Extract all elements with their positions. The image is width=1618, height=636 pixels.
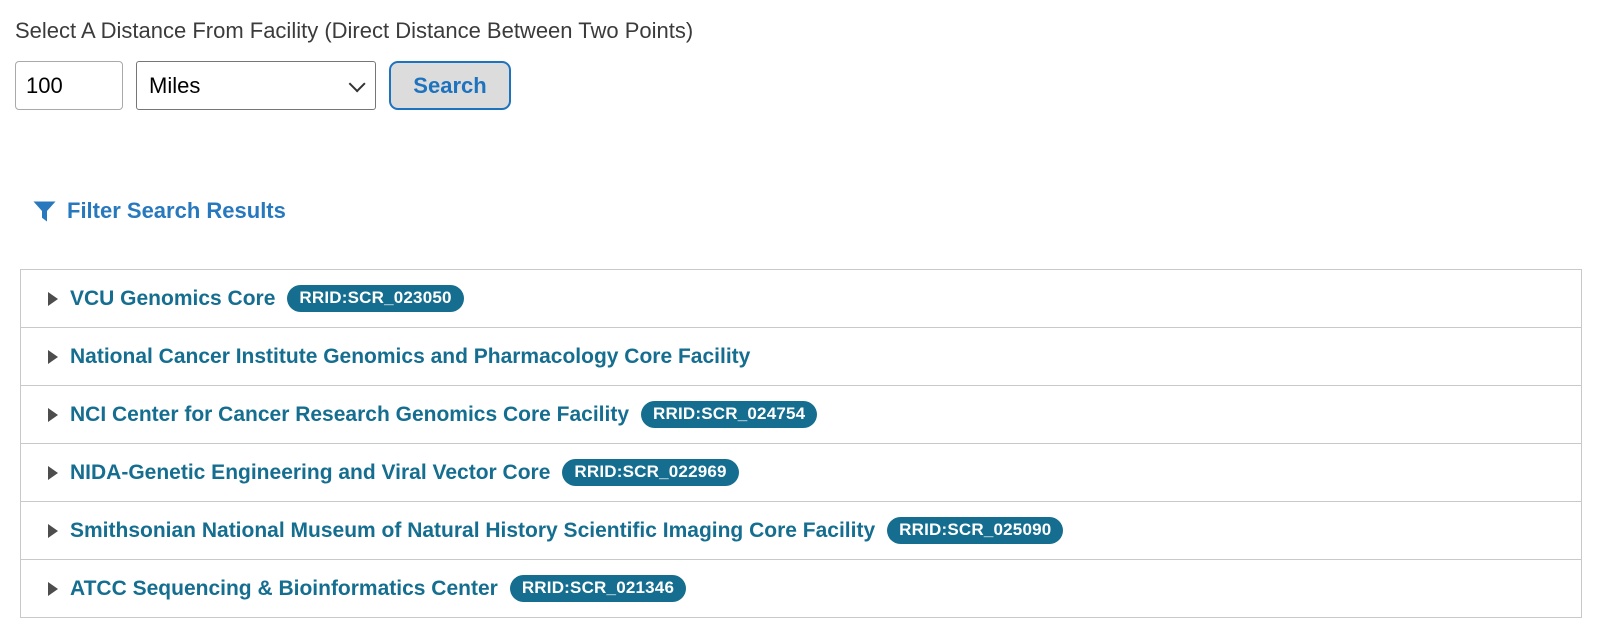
rrid-badge: RRID:SCR_025090 [887,517,1064,544]
caret-right-icon[interactable] [48,291,58,306]
facility-row[interactable]: NCI Center for Cancer Research Genomics … [21,385,1581,443]
facility-name-link[interactable]: VCU Genomics Core [70,286,276,310]
facility-distance-search-page: Select A Distance From Facility (Direct … [15,18,1603,618]
facility-row[interactable]: Smithsonian National Museum of Natural H… [21,501,1581,559]
facility-name-link[interactable]: NCI Center for Cancer Research Genomics … [70,402,630,426]
caret-right-icon[interactable] [48,581,58,596]
facility-row[interactable]: VCU Genomics Core RRID:SCR_023050 [21,270,1581,327]
facility-row[interactable]: ATCC Sequencing & Bioinformatics Center … [21,559,1581,617]
rrid-badge: RRID:SCR_023050 [287,285,464,312]
filter-icon [33,201,56,221]
results-list: VCU Genomics Core RRID:SCR_023050 Nation… [20,269,1582,618]
facility-name-link[interactable]: ATCC Sequencing & Bioinformatics Center [70,576,498,600]
distance-form-label: Select A Distance From Facility (Direct … [15,18,694,43]
facility-name-link[interactable]: National Cancer Institute Genomics and P… [70,344,751,368]
caret-right-icon[interactable] [48,349,58,364]
distance-input[interactable] [15,61,123,110]
caret-right-icon[interactable] [48,407,58,422]
unit-select[interactable]: Miles [136,61,376,110]
facility-name-link[interactable]: NIDA-Genetic Engineering and Viral Vecto… [70,460,551,484]
rrid-badge: RRID:SCR_022969 [562,459,739,486]
search-button[interactable]: Search [389,61,511,110]
caret-right-icon[interactable] [48,465,58,480]
facility-name-link[interactable]: Smithsonian National Museum of Natural H… [70,518,876,542]
distance-controls: Miles Search [15,61,1603,110]
filter-label: Filter Search Results [67,198,286,223]
filter-search-results-toggle[interactable]: Filter Search Results [33,198,286,224]
facility-row[interactable]: NIDA-Genetic Engineering and Viral Vecto… [21,443,1581,501]
facility-row[interactable]: National Cancer Institute Genomics and P… [21,327,1581,385]
caret-right-icon[interactable] [48,523,58,538]
unit-select-value: Miles [149,72,201,98]
chevron-down-icon [348,74,366,92]
rrid-badge: RRID:SCR_024754 [641,401,818,428]
rrid-badge: RRID:SCR_021346 [509,575,687,602]
